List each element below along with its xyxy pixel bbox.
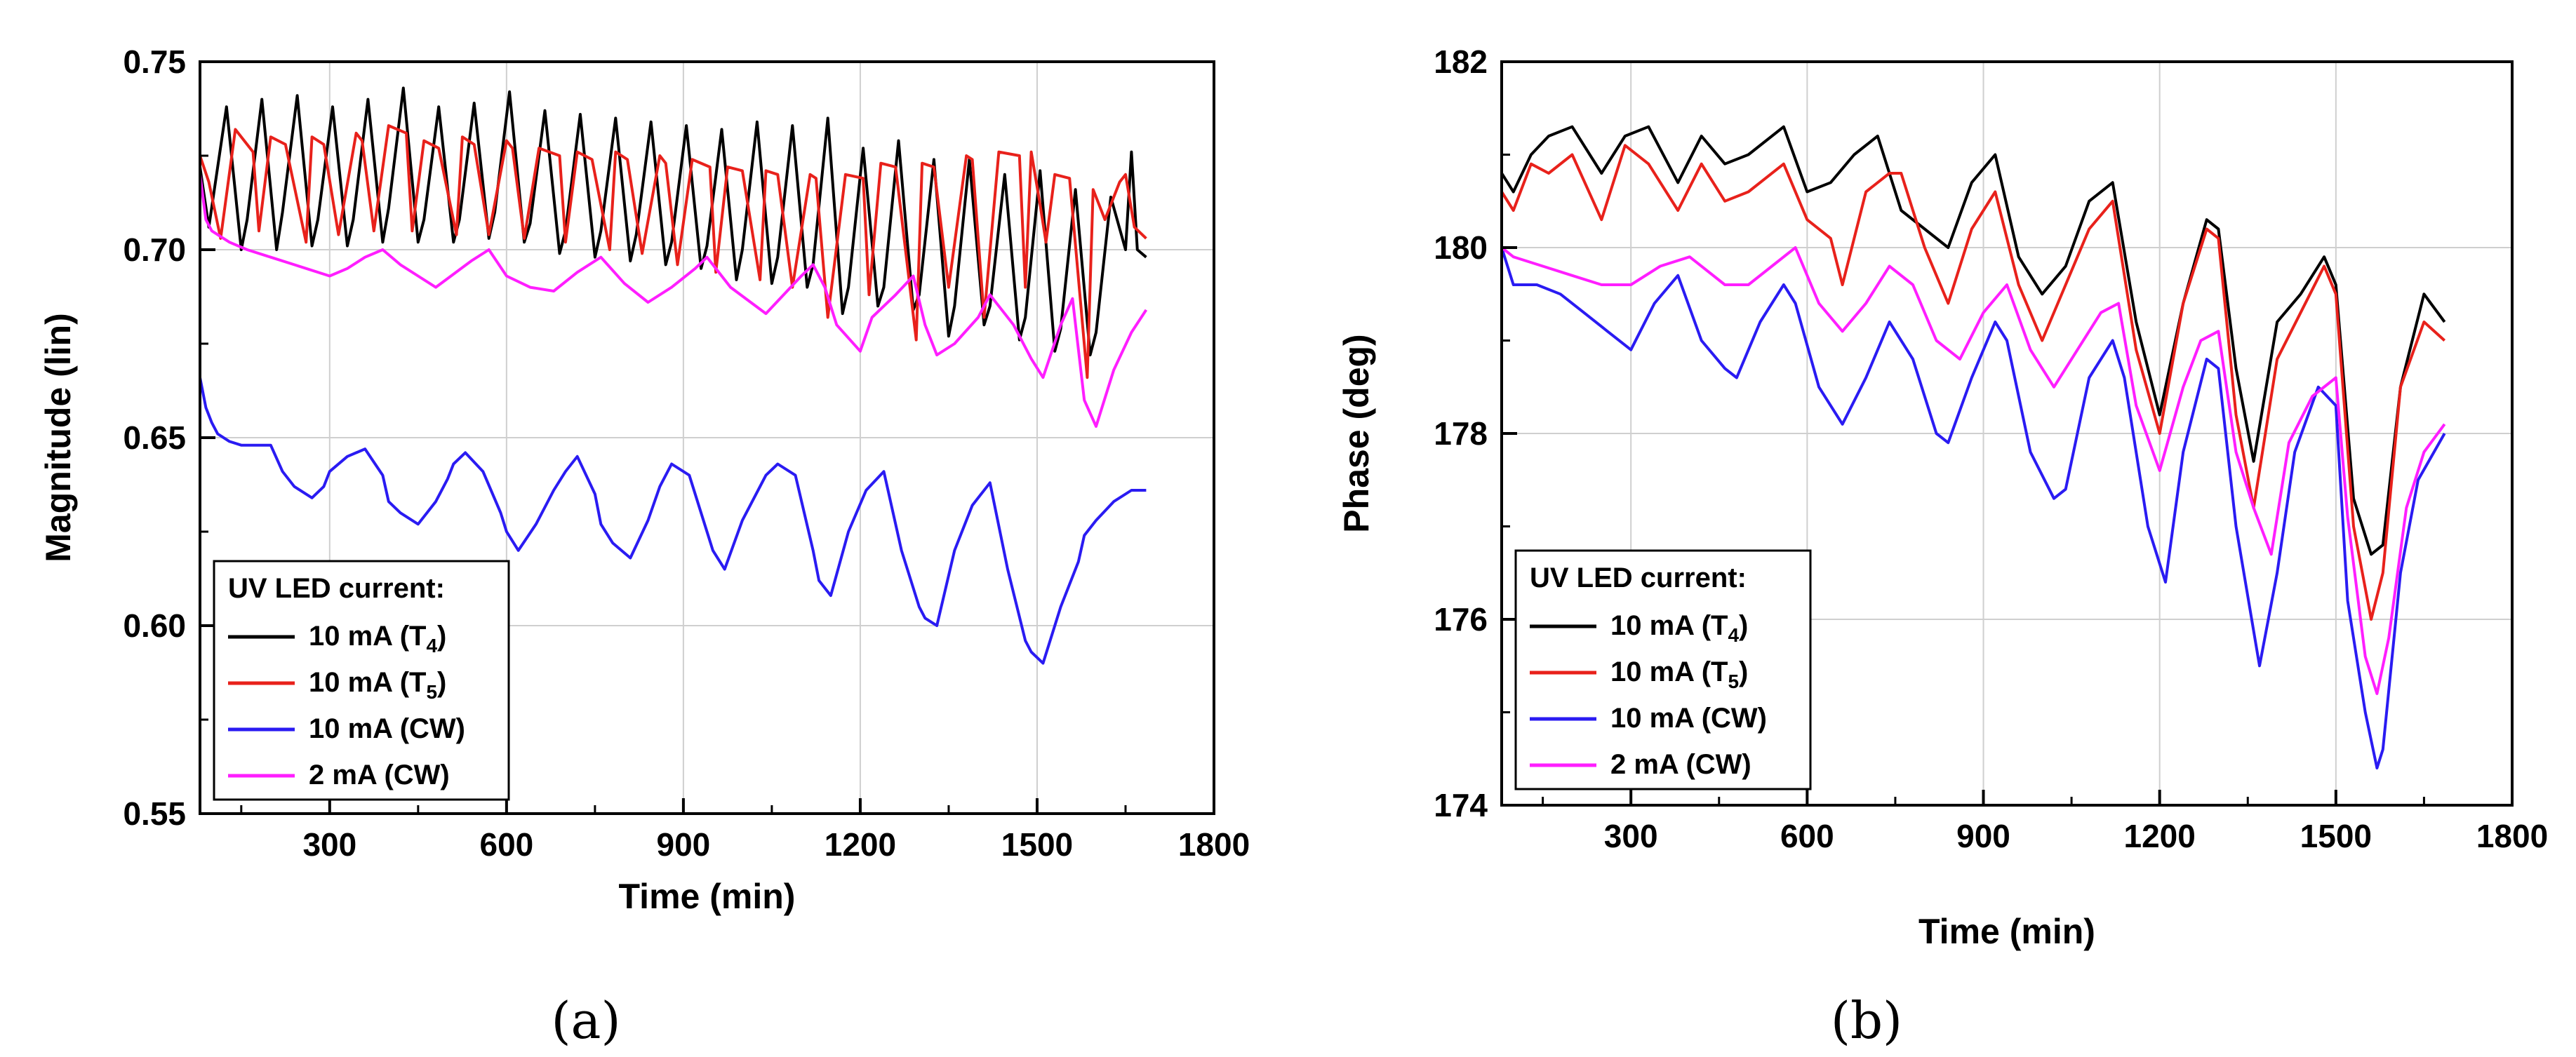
y-tick-label: 0.60 [123, 607, 186, 644]
x-tick-label: 1800 [2476, 818, 2548, 854]
y-tick-label: 0.55 [123, 795, 186, 832]
series-line-3 [199, 377, 1147, 665]
series-line-1 [199, 86, 1147, 357]
y-tick-label: 178 [1434, 415, 1488, 452]
series-line-4 [1500, 246, 2446, 695]
y-tick-label: 182 [1434, 43, 1488, 80]
chart-b: 300 600 900 1200 1500 1800 174 176 178 180 182 Time… [1337, 43, 2548, 951]
series-line-1 [1500, 125, 2446, 556]
legend-entry-4: 2 mA (CW) [1610, 749, 1751, 780]
x-tick-label: 1200 [2124, 818, 2196, 854]
legend-entry-3: 10 mA (CW) [1610, 703, 1767, 734]
legend-title: UV LED current: [1530, 563, 1747, 593]
legend-entry-2: 10 mA (T5) [309, 667, 446, 703]
x-tick-label: 1800 [1178, 826, 1250, 863]
legend: UV LED current: 10 mA (T4) 10 mA (T5) 10 mA… [213, 560, 510, 801]
legend-entry-3: 10 mA (CW) [309, 713, 465, 744]
legend-entry-4: 2 mA (CW) [309, 760, 450, 790]
y-tick-label: 0.65 [123, 419, 186, 456]
chart-a: 300 600 900 1200 1500 1800 0.55 0.60 0.65 0.70 0.7… [39, 43, 1250, 916]
x-tick-label: 900 [657, 826, 711, 863]
legend-entry-1: 10 mA (T4) [1610, 610, 1748, 646]
series-line-3 [1500, 247, 2446, 769]
legend-entry-2: 10 mA (T5) [1610, 657, 1748, 692]
x-axis-title: Time (min) [1918, 912, 2095, 951]
x-tick-label: 600 [479, 826, 533, 863]
legend-box [213, 560, 510, 801]
y-tick-label: 0.70 [123, 231, 186, 268]
x-axis-title: Time (min) [619, 877, 796, 916]
y-axis-title: Phase (deg) [1337, 334, 1376, 532]
legend-title: UV LED current: [228, 573, 445, 604]
y-tick-label: 176 [1434, 601, 1488, 638]
x-tick-label: 1200 [825, 826, 896, 863]
panel-label-a: (a) [551, 991, 620, 1050]
series-line-4 [199, 174, 1148, 428]
x-tick-label: 300 [1604, 818, 1658, 854]
y-tick-label: 0.75 [123, 43, 186, 80]
series-line-2 [1500, 144, 2446, 621]
series-line-2 [199, 124, 1147, 379]
panel-label-b: (b) [1831, 991, 1902, 1050]
x-tick-label: 1500 [2300, 818, 2372, 854]
legend-entry-1: 10 mA (T4) [309, 621, 446, 657]
legend-box [1514, 549, 1812, 790]
x-tick-label: 600 [1780, 818, 1834, 854]
legend: UV LED current: 10 mA (T4) 10 mA (T5) 10 mA… [1514, 549, 1812, 790]
x-tick-label: 900 [1956, 818, 2010, 854]
y-tick-label: 180 [1434, 229, 1488, 266]
x-tick-label: 1500 [1001, 826, 1073, 863]
y-tick-label: 174 [1434, 787, 1488, 823]
x-tick-label: 300 [302, 826, 356, 863]
y-axis-title: Magnitude (lin) [39, 313, 78, 563]
